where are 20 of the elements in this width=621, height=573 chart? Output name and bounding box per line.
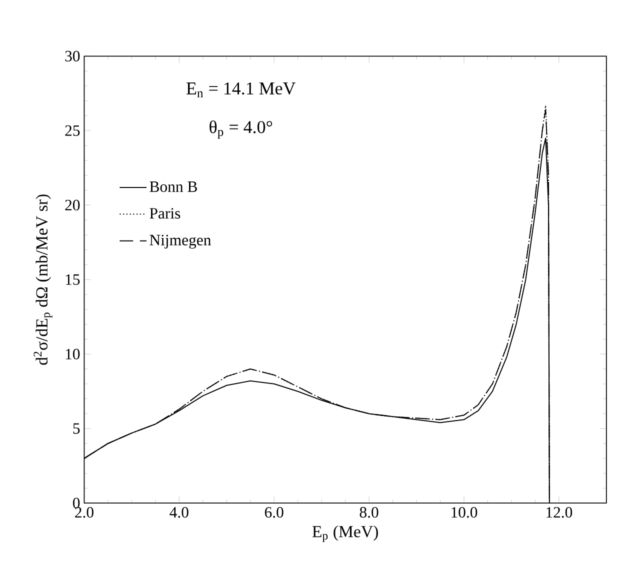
x-tick-label: 12.0 bbox=[546, 507, 572, 518]
legend-label: Bonn B bbox=[150, 182, 197, 192]
x-axis-title: E$_{p}$ (MeV) bbox=[312, 526, 378, 542]
x-tick-label: 10.0 bbox=[452, 507, 478, 518]
y-tick-label: 30 bbox=[65, 50, 80, 62]
x-tick-label: 6.0 bbox=[264, 507, 284, 518]
y-tick-label: 25 bbox=[65, 125, 80, 136]
y-tick-label: 0 bbox=[72, 498, 80, 509]
x-tick-label: 2.0 bbox=[75, 507, 94, 518]
annotation: E$_{n}$ = 14.1 MeV bbox=[186, 82, 296, 98]
annotation: θ$_{p}$ = 4.0° bbox=[210, 120, 272, 139]
x-tick-label: 4.0 bbox=[170, 507, 188, 518]
y-tick-label: 10 bbox=[66, 348, 80, 360]
x-tick-label: 8.0 bbox=[360, 507, 378, 518]
y-tick-label: 5 bbox=[73, 424, 80, 434]
legend-label: Paris bbox=[150, 208, 180, 219]
y-tick-label: 20 bbox=[65, 200, 80, 211]
y-tick-label: 15 bbox=[66, 274, 80, 286]
legend-label: Nijmegen bbox=[150, 234, 212, 249]
y-axis-title: d$^{2}$σ/dE$_{p}$ dΩ (mb/MeV sr) bbox=[34, 194, 52, 365]
